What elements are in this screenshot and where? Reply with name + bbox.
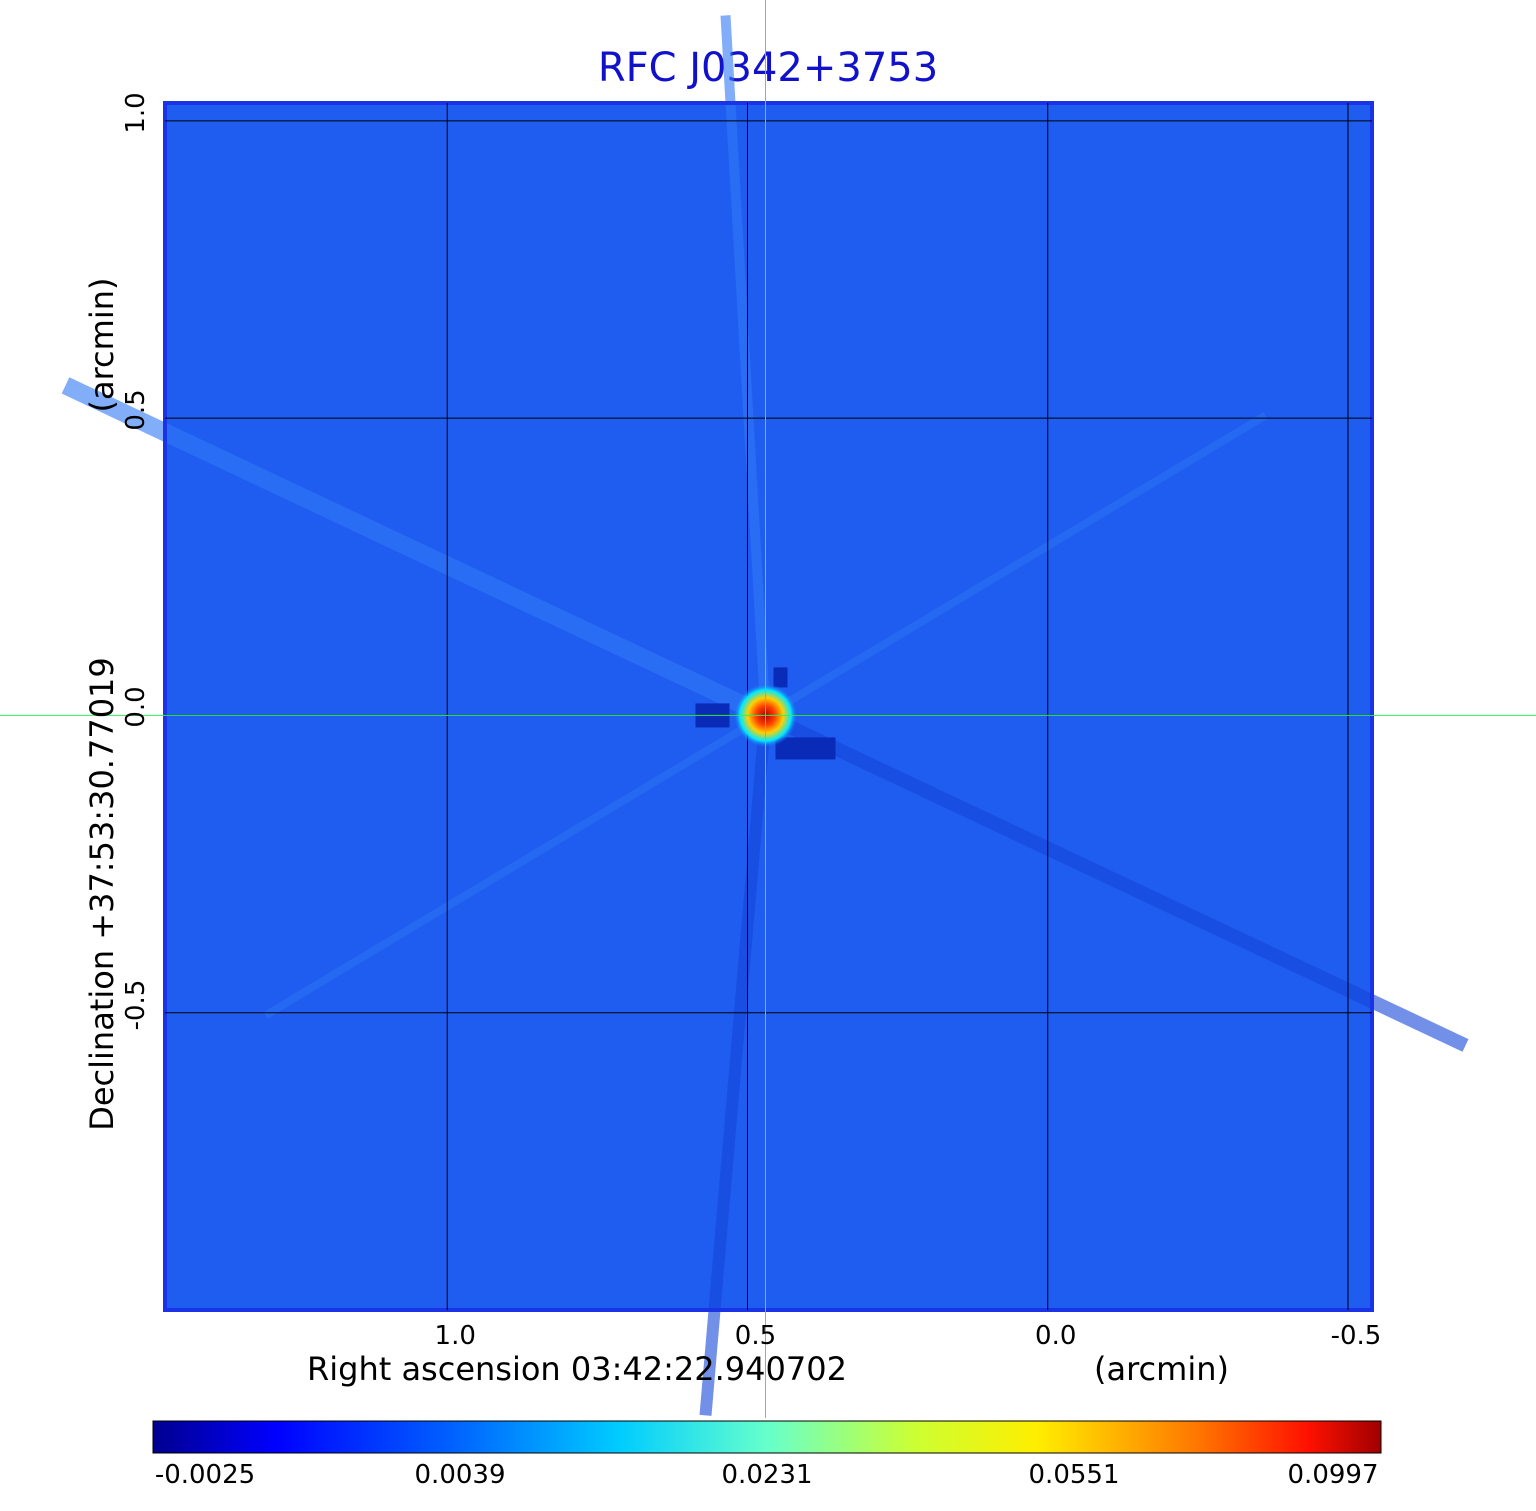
y-axis-unit: (arcmin)	[83, 277, 121, 413]
sidelobe-streaks	[61, 15, 1469, 1416]
colorbar-tick-label: 0.0997	[1287, 1460, 1379, 1490]
y-tick-label: 1.0	[121, 92, 151, 134]
negative-lobe-top	[773, 667, 788, 688]
sidelobe-streak-1	[762, 709, 1469, 1052]
x-tick-label: 0.5	[734, 1321, 777, 1351]
colorbar	[152, 1420, 1382, 1454]
sidelobe-streak-4	[763, 411, 1268, 719]
colorbar-tick-label: 0.0039	[414, 1460, 506, 1490]
x-axis-unit: (arcmin)	[1094, 1350, 1229, 1388]
y-tick-label: 0.5	[121, 389, 151, 431]
image-frame	[163, 101, 1374, 1312]
x-tick-label: 1.0	[434, 1321, 476, 1351]
sidelobe-streak-2	[699, 714, 772, 1416]
sidelobe-streak-3	[720, 15, 771, 716]
colorbar-tick-label: 0.0231	[721, 1460, 813, 1490]
chart-title: RFC J0342+3753	[597, 45, 939, 91]
y-tick-label: -0.5	[121, 979, 151, 1031]
crosshair	[0, 0, 1536, 1418]
x-tick-label: 0.0	[1035, 1321, 1077, 1351]
sidelobe-streak-5	[263, 711, 768, 1019]
x-axis-label: Right ascension 03:42:22.940702	[307, 1350, 847, 1388]
negative-lobe-bottom	[775, 737, 836, 760]
sidelobe-streak-0	[61, 377, 770, 724]
colorbar-tick-label: 0.0551	[1028, 1460, 1120, 1490]
y-tick-label: 0.0	[121, 686, 151, 729]
x-tick-label: -0.5	[1330, 1321, 1382, 1351]
y-axis-label: Declination +37:53:30.77019	[83, 657, 121, 1131]
colorbar-tick-label: -0.0025	[154, 1460, 256, 1490]
